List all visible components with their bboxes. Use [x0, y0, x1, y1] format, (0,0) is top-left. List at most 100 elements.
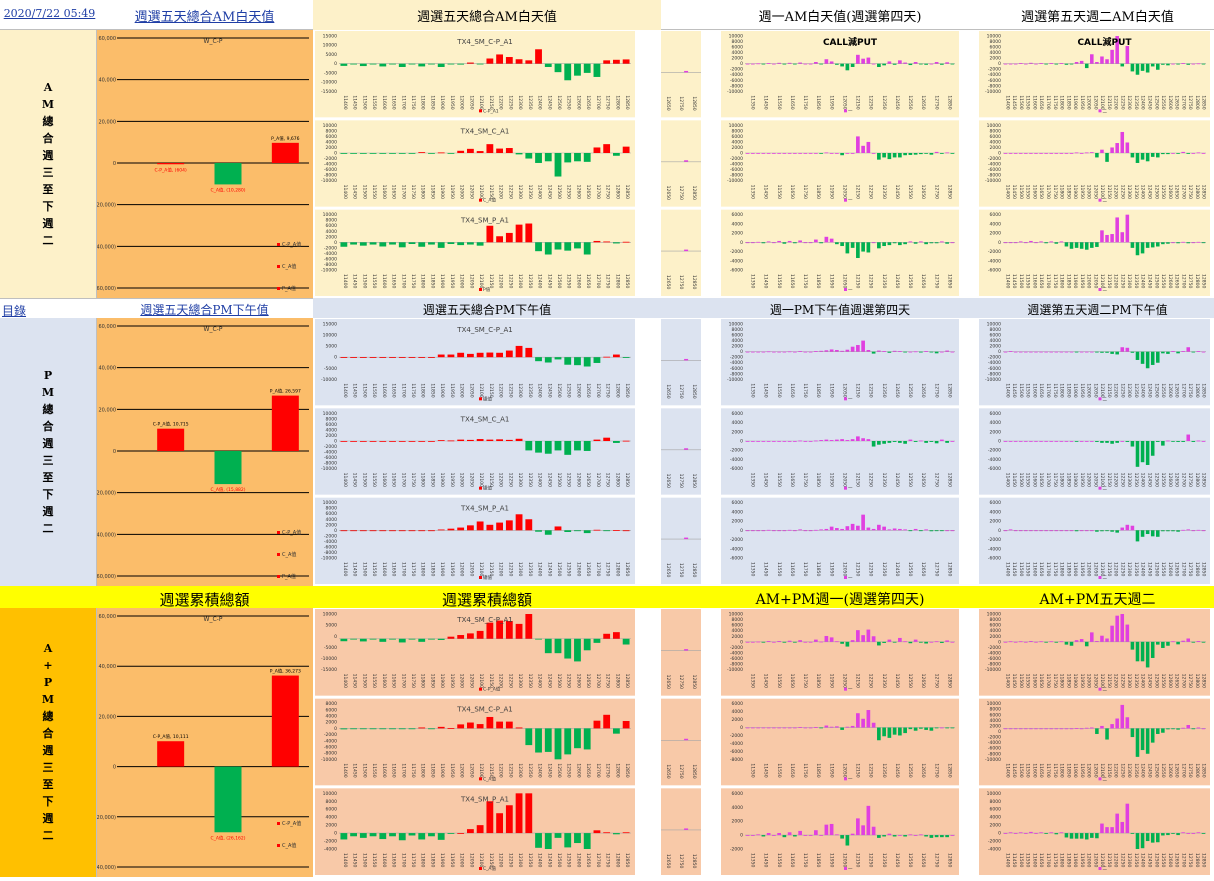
strike-bar [1171, 641, 1175, 643]
strike-bar [389, 357, 396, 358]
strike-bar [824, 59, 829, 64]
strike-bar [496, 236, 504, 243]
legend-label: C_A值 [483, 865, 496, 872]
x-tick-label: 12650 [1174, 185, 1180, 199]
strike-bar [1064, 441, 1069, 442]
strike-bar [814, 639, 818, 642]
chart-svg: 1000080006000400020000-2000-4000-6000-80… [979, 319, 1210, 584]
strike-bar [359, 728, 367, 730]
strike-bar [1003, 833, 1008, 834]
strike-bar [787, 240, 792, 243]
chart-plot-area [315, 31, 635, 118]
chart-plot-area [661, 408, 701, 495]
x-tick-label: 12850 [691, 275, 697, 289]
x-tick-label: 12350 [527, 185, 533, 199]
strike-bar [1013, 530, 1018, 532]
y-tick-label: 4000 [732, 805, 744, 811]
strike-bar [1049, 641, 1053, 643]
x-tick-label: 11400 [342, 95, 348, 109]
strike-bar [850, 725, 855, 728]
x-tick-label: 11750 [1052, 562, 1058, 576]
strike-bar [1150, 153, 1155, 157]
strike-bar [1003, 242, 1008, 244]
x-tick-label: 12350 [527, 274, 533, 288]
x-tick-label: 12800 [1194, 562, 1200, 576]
strike-bar [457, 527, 465, 531]
x-tick-label: 12850 [946, 473, 952, 487]
legend-label: 二 [1103, 687, 1108, 693]
timestamp-link[interactable]: 2020/7/22 05:49 [3, 7, 96, 20]
x-tick-label: 12250 [1119, 185, 1125, 199]
x-tick-label: 12750 [1187, 674, 1193, 688]
x-tick-label: 12650 [665, 675, 671, 689]
strike-bar [1130, 441, 1135, 447]
strike-bar [793, 835, 797, 837]
x-tick-label: 11700 [400, 763, 406, 777]
x-tick-label: 12350 [527, 95, 533, 109]
strike-bar [1140, 441, 1145, 463]
x-tick-label: 12800 [614, 473, 620, 487]
strike-bar [808, 63, 813, 65]
toc-link[interactable]: 目錄 [2, 304, 27, 318]
x-tick-label: 11750 [1052, 185, 1058, 199]
y-tick-label: 6000 [326, 134, 338, 140]
strike-bar [612, 441, 620, 443]
x-tick-label: 12450 [546, 674, 552, 688]
x-tick-label: 11650 [789, 185, 795, 199]
strike-bar [840, 641, 844, 644]
strike-bar [1140, 153, 1145, 160]
chart-title: W_C-P [204, 326, 223, 333]
strike-bar [408, 530, 416, 532]
strike-bar [1084, 441, 1089, 442]
x-tick-label: 12100 [1099, 274, 1105, 288]
y-tick-label: 8000 [326, 506, 338, 512]
pm-total-link[interactable]: 週選五天總合PM下午值 [140, 303, 269, 317]
strike-bar [814, 830, 818, 836]
x-tick-label: 11850 [1065, 473, 1071, 487]
x-tick-label: 12500 [556, 473, 562, 487]
y-tick-label: 4000 [990, 338, 1002, 344]
strike-bar [1110, 530, 1114, 532]
x-tick-label: 11750 [410, 562, 416, 576]
data-label: C_A值, (26,162) [210, 834, 245, 841]
legend-label: 一 [848, 777, 853, 782]
data-label: P_A值, 36,273 [270, 668, 301, 675]
x-tick-label: 12050 [841, 562, 847, 576]
x-tick-label: 12700 [1180, 383, 1186, 397]
strike-bar [782, 153, 787, 154]
strike-bar [761, 351, 766, 353]
strike-bar [505, 232, 513, 243]
y-tick-label: 0 [740, 833, 743, 839]
legend-label: 一 [848, 576, 853, 581]
strike-bar [389, 833, 396, 837]
legend-label: 二 [1103, 108, 1108, 114]
strike-bar [913, 242, 918, 244]
x-tick-label: 12550 [1160, 473, 1166, 487]
strike-bar [924, 63, 928, 65]
strike-bar [1145, 441, 1150, 465]
x-tick-label: 12800 [614, 185, 620, 199]
strike-bar [525, 793, 533, 834]
strike-bar [437, 354, 445, 358]
strike-bar [756, 834, 760, 836]
strike-bar [1029, 240, 1033, 243]
strike-bar [808, 835, 813, 836]
am-total-link[interactable]: 週選五天總合AM白天值 [134, 10, 275, 25]
data-label: C-P_A值, (604) [155, 166, 188, 173]
strike-bar [850, 523, 855, 531]
strike-bar [940, 727, 944, 729]
strike-bar [882, 727, 886, 737]
strike-bar [814, 529, 818, 531]
y-tick-label: -6000 [988, 466, 1001, 472]
y-tick-label: 10000 [729, 123, 743, 129]
strike-bar [913, 441, 918, 442]
strike-bar [622, 59, 630, 64]
x-tick-label: 12300 [1126, 383, 1132, 397]
x-tick-label: 11550 [776, 274, 782, 288]
x-tick-label: 12800 [1194, 185, 1200, 199]
x-tick-label: 12350 [881, 674, 887, 688]
strike-bar [684, 738, 689, 741]
strike-bar [1013, 242, 1018, 244]
strike-bar [913, 528, 918, 531]
